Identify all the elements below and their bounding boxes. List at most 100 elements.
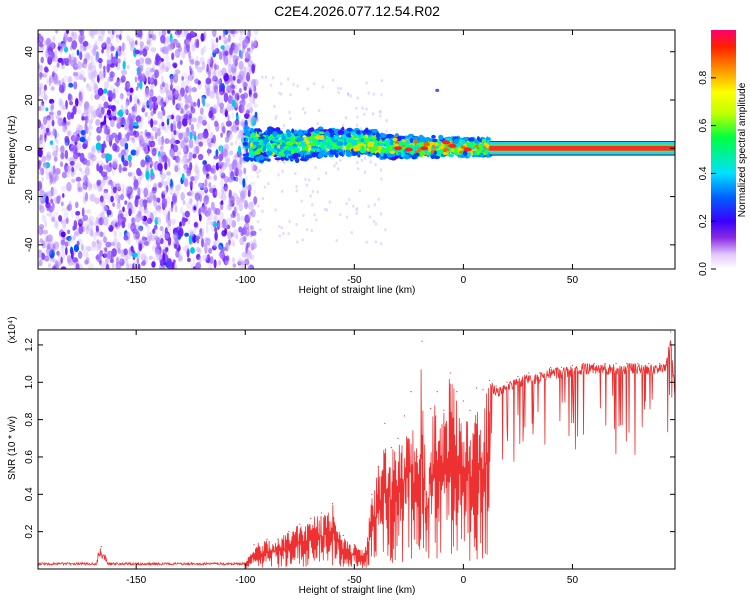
heatmap-cell — [349, 94, 352, 98]
heatmap-cell — [235, 126, 239, 131]
heatmap-cell — [88, 263, 94, 269]
heatmap-cell — [191, 87, 197, 93]
heatmap-cell — [300, 199, 303, 203]
heatmap-cell — [258, 169, 262, 173]
heatmap-cell — [51, 206, 55, 212]
heatmap-cell — [219, 144, 223, 155]
heatmap-cell — [59, 100, 64, 106]
heatmap-cell — [170, 150, 175, 160]
heatmap-cell — [114, 58, 118, 64]
heatmap-cell — [314, 165, 317, 170]
heatmap-cell — [82, 40, 89, 47]
heatmap-cell — [144, 93, 148, 102]
snr-point — [593, 363, 595, 365]
heatmap-cell — [418, 152, 424, 158]
heatmap-cell — [101, 48, 104, 54]
heatmap-cell — [121, 42, 127, 51]
heatmap-cell — [450, 148, 454, 153]
heatmap-cell — [207, 142, 212, 148]
heatmap-cell — [244, 258, 250, 266]
heatmap-cell — [155, 237, 161, 247]
heatmap-cell — [377, 197, 380, 201]
heatmap-cell — [186, 42, 190, 53]
heatmap-cell — [101, 30, 105, 38]
heatmap-cell — [88, 183, 93, 188]
heatmap-cell — [180, 140, 185, 149]
heatmap-cell — [249, 107, 254, 114]
heatmap-cell — [67, 229, 71, 234]
heatmap-cell — [136, 71, 140, 76]
heatmap-cell — [76, 49, 80, 56]
heatmap-cell — [58, 80, 62, 86]
heatmap-cell — [73, 56, 77, 66]
heatmap-cell — [85, 225, 89, 235]
heatmap-cell — [245, 245, 249, 254]
heatmap-cell — [261, 197, 265, 201]
heatmap-cell — [195, 145, 200, 154]
heatmap-cell — [152, 228, 155, 235]
heatmap-cell — [252, 96, 256, 105]
heatmap-cell — [291, 128, 295, 134]
heatmap-cell — [129, 250, 132, 257]
heatmap-cell — [310, 154, 315, 157]
heatmap-cell — [45, 48, 49, 59]
heatmap-cell — [419, 136, 426, 141]
snr-point — [353, 544, 355, 546]
heatmap-cell — [246, 47, 251, 52]
heatmap-cell — [477, 150, 482, 154]
heatmap-cell — [107, 154, 112, 161]
heatmap-cell — [175, 114, 181, 123]
heatmap-cell — [372, 132, 376, 136]
heatmap-cell — [280, 189, 284, 193]
heatmap-cell — [350, 230, 353, 235]
heatmap-cell — [348, 138, 352, 143]
heatmap-cell — [233, 125, 238, 134]
heatmap-cell — [177, 227, 184, 237]
heatmap-cell — [154, 100, 160, 106]
heatmap-cell — [149, 135, 155, 141]
heatmap-cell — [68, 236, 75, 244]
heatmap-cell — [308, 127, 315, 132]
heatmap-cell — [343, 141, 348, 145]
heatmap-cell — [211, 43, 217, 54]
y-tick-label: 0.4 — [24, 487, 35, 501]
heatmap-cell — [187, 218, 191, 225]
heatmap-cell — [249, 113, 254, 124]
heatmap-cell — [372, 145, 379, 151]
heatmap-cell — [57, 251, 61, 257]
heatmap-cell — [125, 153, 129, 161]
heatmap-cell — [213, 240, 216, 246]
heatmap-cell — [43, 94, 48, 101]
heatmap-cell — [296, 147, 301, 153]
heatmap-cell — [106, 36, 111, 45]
heatmap-cell — [223, 42, 227, 52]
heatmap-cell — [184, 131, 189, 141]
heatmap-cell — [246, 249, 252, 259]
heatmap-cell — [191, 87, 197, 93]
heatmap-cell — [238, 265, 244, 269]
heatmap-cell — [85, 53, 92, 62]
heatmap-cell — [152, 211, 158, 216]
heatmap-cell — [193, 175, 199, 181]
heatmap-cell — [40, 56, 44, 64]
heatmap-cell — [100, 75, 104, 82]
heatmap-cell — [479, 153, 484, 158]
heatmap-cell — [234, 42, 238, 50]
heatmap-cell — [117, 255, 123, 263]
heatmap-cell — [132, 186, 138, 191]
heatmap-cell — [69, 160, 75, 166]
heatmap-cell — [297, 153, 301, 158]
heatmap-cell — [420, 146, 429, 151]
heatmap-cell — [96, 126, 102, 134]
heatmap-cell — [91, 240, 97, 247]
heatmap-cell — [411, 154, 417, 160]
heatmap-cell — [137, 263, 141, 269]
heatmap-cell — [151, 96, 158, 103]
heatmap-cell — [40, 167, 45, 176]
heatmap-cell — [133, 122, 139, 127]
heatmap-cell — [379, 212, 383, 216]
heatmap-cell — [194, 165, 200, 175]
snr-point — [277, 538, 279, 540]
heatmap-cell — [356, 115, 359, 119]
heatmap-cell — [195, 261, 202, 269]
